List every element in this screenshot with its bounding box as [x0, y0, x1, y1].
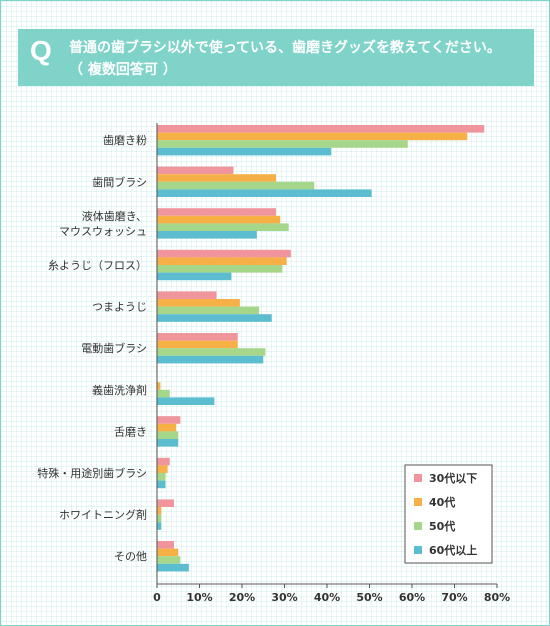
x-tick-label: 0 [153, 591, 161, 604]
question-note: （ 複数回答可 ） [69, 62, 177, 78]
bar [157, 514, 162, 523]
legend-label: 60代以上 [429, 543, 477, 557]
bar [157, 522, 162, 530]
question-header: Q 普通の歯ブラシ以外で使っている、歯磨きグッズを教えてください。 （ 複数回答… [18, 29, 534, 86]
x-tick-label: 10% [186, 591, 212, 604]
category-label: 歯磨き粉 [103, 134, 147, 147]
legend-swatch [414, 498, 422, 506]
bar [157, 563, 189, 572]
x-tick-label: 20% [229, 591, 255, 604]
bar [157, 333, 238, 341]
bar [157, 355, 264, 364]
category-label: 液体歯磨き、 [82, 209, 147, 223]
bar [157, 140, 408, 148]
category-label: 電動歯ブラシ [81, 341, 147, 355]
bar [157, 265, 283, 273]
category-label: ホワイトニング剤 [59, 508, 147, 522]
bar [157, 397, 215, 405]
bar [157, 215, 281, 224]
category-label: マウスウォッシュ [59, 225, 147, 238]
bar [157, 208, 276, 216]
legend-swatch [414, 474, 422, 482]
x-tick-label: 70% [441, 591, 467, 604]
bar [157, 556, 181, 564]
legend-swatch [414, 546, 422, 554]
bar [157, 548, 179, 557]
bar [157, 348, 266, 356]
x-tick-label: 80% [484, 591, 510, 604]
category-label: 糸ようじ（フロス） [48, 259, 147, 272]
bar [157, 306, 259, 315]
bar [157, 457, 170, 466]
bar [157, 431, 179, 439]
bar [157, 299, 240, 307]
bar [157, 541, 174, 549]
category-label: 特殊・用途別歯ブラシ [37, 466, 147, 480]
category-label: 義歯洗浄剤 [92, 383, 147, 397]
bar [157, 507, 162, 515]
bar [157, 181, 315, 190]
x-tick-label: 30% [271, 591, 297, 604]
x-tick-label: 50% [356, 591, 382, 604]
legend-label: 40代 [429, 495, 455, 509]
legend-label: 50代 [429, 519, 455, 533]
bar [157, 340, 238, 349]
bar [157, 231, 257, 239]
bar [157, 314, 272, 322]
bar [157, 249, 291, 258]
question-mark: Q [30, 35, 52, 66]
category-label: 歯間ブラシ [92, 175, 147, 189]
bar [157, 499, 174, 507]
bar [157, 291, 217, 299]
bar [157, 423, 177, 432]
bar [157, 223, 289, 231]
category-label: つまようじ [92, 301, 147, 314]
bar [157, 257, 287, 265]
bar [157, 189, 372, 197]
legend-swatch [414, 522, 422, 530]
bar [157, 416, 181, 424]
bar [157, 439, 179, 447]
bar [157, 272, 232, 281]
bar [157, 132, 468, 141]
category-label: その他 [114, 550, 147, 563]
legend-label: 30代以下 [429, 471, 477, 485]
category-label: 舌磨き [114, 425, 147, 438]
bar [157, 389, 170, 398]
bar [157, 174, 276, 182]
bar [157, 125, 485, 133]
bar [157, 147, 332, 156]
x-tick-label: 40% [314, 591, 340, 604]
bar [157, 473, 166, 481]
question-text: 普通の歯ブラシ以外で使っている、歯磨きグッズを教えてください。 [69, 40, 501, 56]
bar [157, 166, 234, 175]
bar [157, 480, 166, 489]
bar [157, 382, 161, 390]
x-tick-label: 60% [399, 591, 425, 604]
bar [157, 465, 168, 473]
